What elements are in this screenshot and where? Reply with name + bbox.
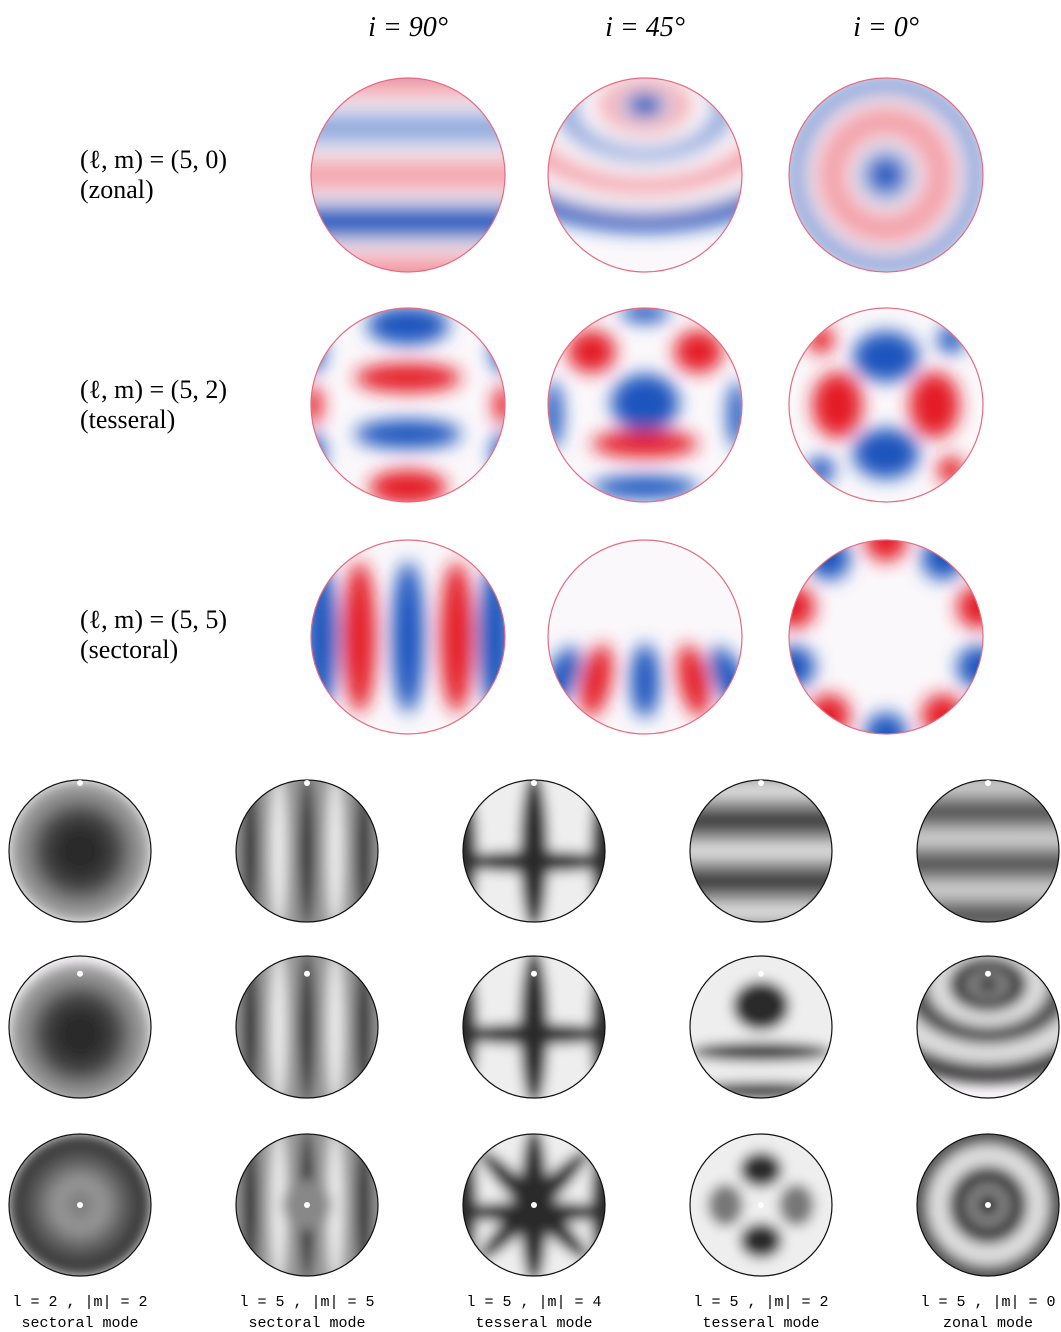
- sphere-outline: [916, 1133, 1060, 1277]
- sphere-outline: [310, 539, 506, 735]
- column-headers: i = 90° i = 45° i = 0°: [368, 12, 919, 43]
- sphere-outline: [235, 1133, 379, 1277]
- column-header: i = 45°: [605, 12, 685, 43]
- sphere: [236, 780, 378, 922]
- mode-name: tesseral mode: [475, 1315, 592, 1332]
- sphere-outline: [689, 955, 833, 1099]
- pole-marker: [304, 1202, 310, 1208]
- sphere: [917, 956, 1059, 1098]
- sphere: [917, 1134, 1059, 1276]
- sphere-outline: [547, 307, 743, 503]
- sphere: [9, 956, 151, 1098]
- pole-marker: [985, 1202, 991, 1208]
- sphere: [311, 78, 505, 272]
- pole-marker: [531, 1202, 537, 1208]
- sphere: [789, 308, 983, 502]
- sphere: [311, 540, 505, 734]
- sphere: [463, 956, 605, 1098]
- pole-marker: [531, 970, 537, 977]
- sphere: [9, 780, 151, 922]
- row-label: (ℓ, m) = (5, 0): [80, 145, 227, 174]
- sphere-outline: [547, 539, 743, 735]
- sphere-outline: [689, 1133, 833, 1277]
- sphere: [690, 956, 832, 1098]
- row-label: (ℓ, m) = (5, 5): [80, 605, 227, 634]
- sphere-outline: [8, 955, 152, 1099]
- pole-marker: [77, 970, 83, 977]
- pole-marker: [985, 780, 991, 786]
- row-type: (zonal): [80, 175, 154, 204]
- row-labels: (ℓ, m) = (5, 0) (zonal) (ℓ, m) = (5, 2) …: [80, 145, 227, 664]
- sphere-outline: [8, 1133, 152, 1277]
- sphere-outline: [788, 539, 984, 735]
- sphere: [548, 308, 742, 502]
- sphere: [690, 780, 832, 922]
- mode-label: l = 5 , |m| = 4: [466, 1294, 601, 1311]
- sphere-outline: [462, 1133, 606, 1277]
- pole-marker: [758, 780, 764, 786]
- sphere-outline: [547, 77, 743, 273]
- sphere: [789, 540, 983, 734]
- sphere: [548, 78, 742, 272]
- sphere-outline: [788, 77, 984, 273]
- mode-label: l = 2 , |m| = 2: [12, 1294, 147, 1311]
- pole-marker: [985, 970, 991, 977]
- pole-marker: [77, 780, 83, 786]
- sphere-outline: [235, 955, 379, 1099]
- mode-name: sectoral mode: [248, 1315, 365, 1332]
- column-header: i = 0°: [853, 12, 919, 43]
- row-type: (tesseral): [80, 405, 175, 434]
- pole-marker: [304, 970, 310, 977]
- mode-label: l = 5 , |m| = 2: [693, 1294, 828, 1311]
- sphere-outline: [310, 307, 506, 503]
- bottom-captions: l = 2 , |m| = 2 sectoral mode l = 5 , |m…: [12, 1294, 1055, 1332]
- row-label: (ℓ, m) = (5, 2): [80, 375, 227, 404]
- sphere: [463, 780, 605, 922]
- mode-name: zonal mode: [943, 1315, 1033, 1332]
- sphere-outline: [462, 955, 606, 1099]
- sphere: [548, 540, 742, 734]
- column-header: i = 90°: [368, 12, 448, 43]
- pole-marker: [531, 780, 537, 786]
- mode-name: tesseral mode: [702, 1315, 819, 1332]
- sphere: [789, 78, 983, 272]
- sphere-outline: [788, 307, 984, 503]
- mode-label: l = 5 , |m| = 5: [239, 1294, 374, 1311]
- sphere-outline: [916, 955, 1060, 1099]
- sphere-outline: [310, 77, 506, 273]
- row-type: (sectoral): [80, 635, 178, 664]
- mode-name: sectoral mode: [21, 1315, 138, 1332]
- mode-label: l = 5 , |m| = 0: [920, 1294, 1055, 1311]
- sphere: [917, 780, 1059, 922]
- pole-marker: [77, 1202, 83, 1208]
- sphere: [311, 308, 505, 502]
- pole-marker: [758, 970, 764, 977]
- pole-marker: [304, 780, 310, 786]
- sphere: [236, 956, 378, 1098]
- pole-marker: [758, 1202, 764, 1208]
